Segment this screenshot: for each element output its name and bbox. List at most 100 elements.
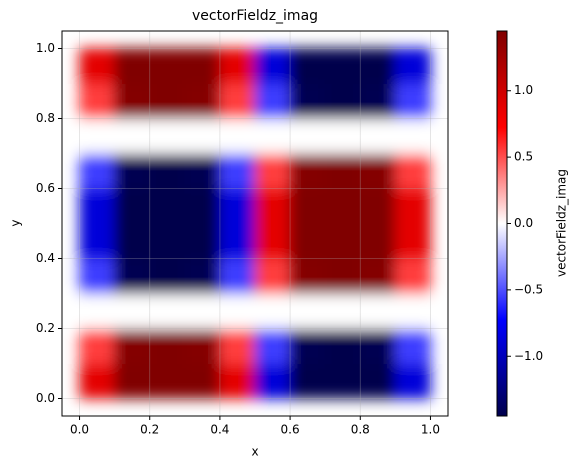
- heatmap-cell: [114, 363, 151, 399]
- heatmap-cell: [324, 293, 361, 329]
- heatmap-cell: [324, 328, 361, 364]
- x-tick-label: 1.0: [421, 423, 440, 437]
- colorbar-tick-label: 1.0: [514, 83, 533, 97]
- heatmap-cell: [79, 363, 116, 399]
- heatmap-cell: [184, 363, 221, 399]
- heatmap-cell: [324, 223, 361, 259]
- heatmap-cell: [394, 223, 431, 259]
- x-tick-label: 0.2: [140, 423, 159, 437]
- heatmap-cell: [184, 188, 221, 224]
- y-tick-label: 0.4: [36, 251, 55, 265]
- heatmap-cell: [394, 83, 431, 119]
- heatmap-cell: [394, 118, 431, 154]
- heatmap-cell: [149, 153, 186, 189]
- heatmap-cell: [324, 48, 361, 84]
- heatmap-cell: [359, 363, 396, 399]
- heatmap-cell: [114, 118, 151, 154]
- colorbar-label: vectorFieldz_imag: [555, 169, 569, 277]
- heatmap-cell: [79, 293, 116, 329]
- heatmap-cell: [289, 83, 326, 119]
- heatmap-cell: [184, 223, 221, 259]
- heatmap-cell: [359, 188, 396, 224]
- heatmap-cell: [324, 188, 361, 224]
- heatmap-cell: [184, 293, 221, 329]
- heatmap-cell: [289, 223, 326, 259]
- heatmap-cell: [219, 83, 256, 119]
- colorbar-tick-label: −0.5: [514, 282, 543, 296]
- heatmap-cell: [219, 223, 256, 259]
- heatmap-cell: [254, 188, 291, 224]
- heatmap-cell: [149, 328, 186, 364]
- heatmap-cell: [149, 363, 186, 399]
- heatmap-cell: [219, 48, 256, 84]
- heatmap-cell: [359, 293, 396, 329]
- heatmap-cell: [394, 293, 431, 329]
- colorbar-tick-label: 0.5: [514, 150, 533, 164]
- heatmap-cell: [324, 118, 361, 154]
- x-tick-label: 0.8: [351, 423, 370, 437]
- heatmap-cell: [219, 258, 256, 294]
- heatmap-cell: [219, 363, 256, 399]
- chart-title: vectorFieldz_imag: [192, 8, 318, 24]
- heatmap-cell: [79, 188, 116, 224]
- colorbar-tick-label: −1.0: [514, 349, 543, 363]
- heatmap-cell: [359, 83, 396, 119]
- heatmap-cell: [149, 83, 186, 119]
- heatmap-cell: [184, 83, 221, 119]
- heatmap-cell: [289, 48, 326, 84]
- heatmap-cell: [184, 328, 221, 364]
- heatmap-cell: [79, 83, 116, 119]
- heatmap-cell: [394, 363, 431, 399]
- y-tick-label: 0.8: [36, 111, 55, 125]
- y-tick-label: 0.0: [36, 391, 55, 405]
- heatmap-cell: [219, 328, 256, 364]
- heatmap-cell: [324, 153, 361, 189]
- heatmap-cell: [359, 258, 396, 294]
- heatmap-cell: [359, 48, 396, 84]
- heatmap-cell: [289, 118, 326, 154]
- heatmap-cell: [184, 118, 221, 154]
- heatmap-cell: [219, 293, 256, 329]
- heatmap-cell: [289, 293, 326, 329]
- heatmap-cell: [114, 328, 151, 364]
- heatmap-cell: [149, 188, 186, 224]
- x-axis-label: x: [251, 445, 258, 459]
- colorbar-tick-label: 0.0: [514, 216, 533, 230]
- heatmap-cell: [289, 258, 326, 294]
- heatmap-cell: [394, 328, 431, 364]
- x-tick-label: 0.0: [70, 423, 89, 437]
- y-axis-label: y: [9, 219, 23, 226]
- heatmap-cell: [254, 153, 291, 189]
- heatmap-cell: [359, 118, 396, 154]
- heatmap-cell: [289, 188, 326, 224]
- heatmap: [79, 48, 431, 399]
- heatmap-cell: [254, 328, 291, 364]
- heatmap-cell: [79, 258, 116, 294]
- heatmap-cell: [359, 223, 396, 259]
- heatmap-cell: [79, 328, 116, 364]
- heatmap-cell: [79, 223, 116, 259]
- heatmap-cell: [394, 48, 431, 84]
- heatmap-cell: [184, 48, 221, 84]
- heatmap-cell: [149, 223, 186, 259]
- heatmap-cell: [149, 293, 186, 329]
- heatmap-cell: [289, 363, 326, 399]
- y-tick-label: 0.6: [36, 181, 55, 195]
- heatmap-cell: [79, 153, 116, 189]
- heatmap-cell: [254, 363, 291, 399]
- heatmap-cell: [254, 48, 291, 84]
- heatmap-cell: [149, 48, 186, 84]
- heatmap-cell: [114, 258, 151, 294]
- heatmap-cell: [324, 83, 361, 119]
- heatmap-cell: [219, 153, 256, 189]
- heatmap-cell: [114, 83, 151, 119]
- heatmap-cell: [149, 118, 186, 154]
- heatmap-cell: [394, 188, 431, 224]
- x-tick-label: 0.4: [210, 423, 229, 437]
- heatmap-cell: [79, 118, 116, 154]
- colorbar: [496, 30, 508, 417]
- heatmap-cell: [324, 258, 361, 294]
- heatmap-cell: [114, 48, 151, 84]
- heatmap-cell: [114, 153, 151, 189]
